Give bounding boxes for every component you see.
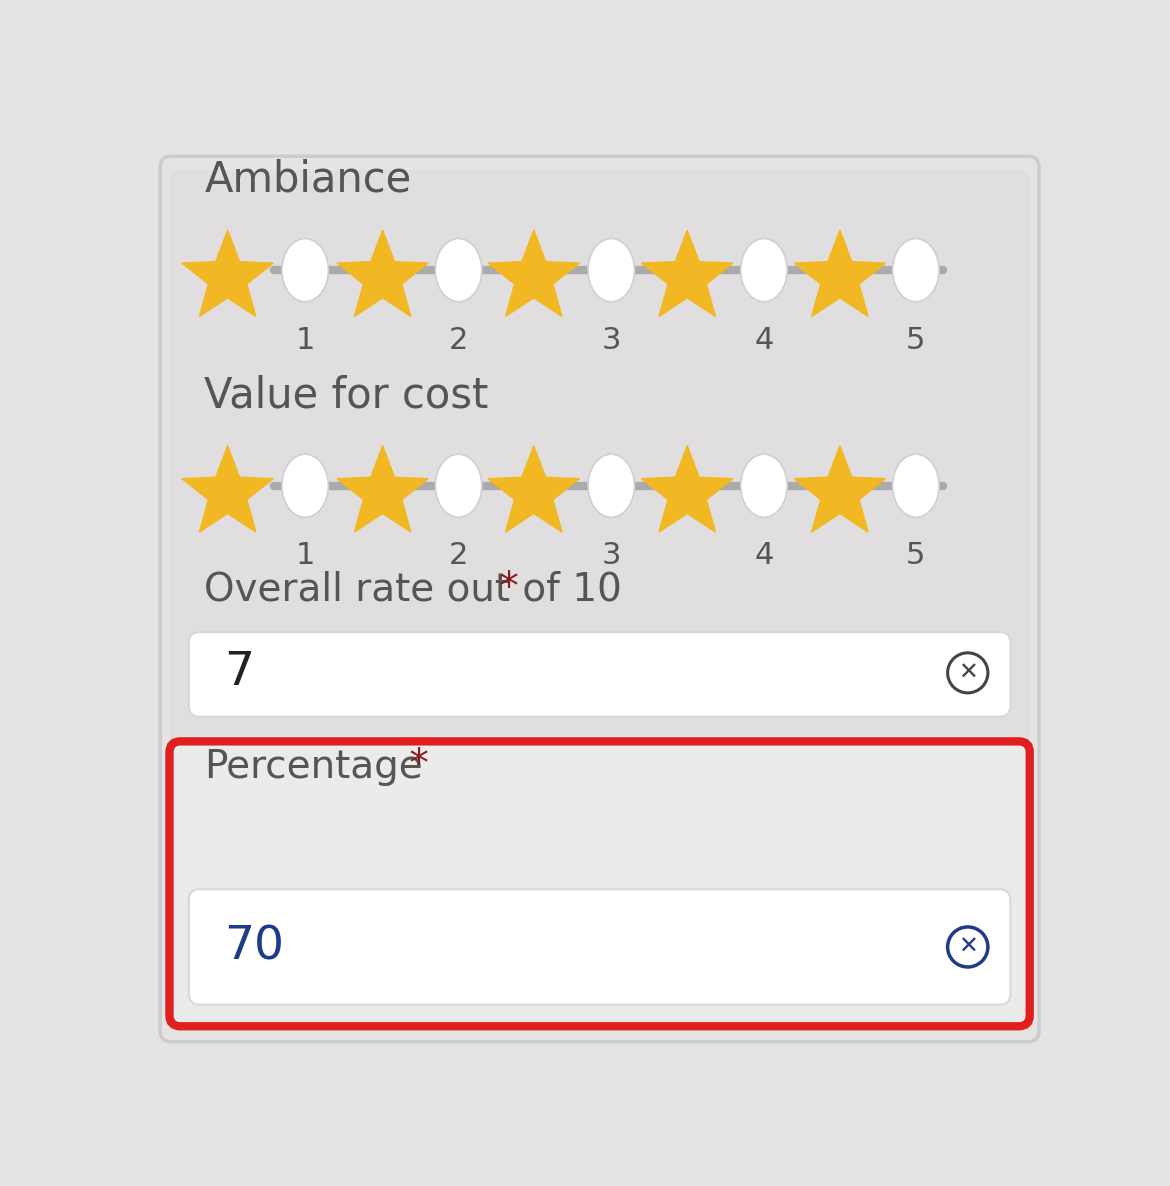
Ellipse shape — [741, 454, 787, 517]
Text: *: * — [487, 569, 519, 607]
Text: 1: 1 — [296, 326, 315, 355]
Polygon shape — [641, 230, 732, 317]
Text: Ambiance: Ambiance — [205, 159, 412, 200]
Text: *: * — [397, 746, 428, 784]
Text: 3: 3 — [601, 541, 621, 570]
Text: 5: 5 — [906, 541, 925, 570]
Ellipse shape — [589, 454, 634, 517]
Ellipse shape — [741, 238, 787, 301]
Polygon shape — [488, 230, 579, 317]
FancyBboxPatch shape — [188, 632, 1011, 716]
Ellipse shape — [893, 454, 940, 517]
Text: 2: 2 — [449, 326, 468, 355]
Polygon shape — [488, 446, 579, 533]
Text: 70: 70 — [223, 924, 284, 969]
Text: Value for cost: Value for cost — [205, 375, 489, 416]
Text: 2: 2 — [449, 541, 468, 570]
Text: 7: 7 — [223, 650, 254, 695]
Polygon shape — [337, 446, 428, 533]
Polygon shape — [337, 230, 428, 317]
Ellipse shape — [893, 238, 940, 301]
FancyBboxPatch shape — [160, 157, 1039, 1041]
Polygon shape — [181, 446, 274, 533]
Ellipse shape — [435, 454, 482, 517]
Polygon shape — [794, 230, 886, 317]
Polygon shape — [794, 446, 886, 533]
Text: 3: 3 — [601, 326, 621, 355]
Text: Percentage: Percentage — [205, 748, 424, 786]
Text: 4: 4 — [755, 541, 773, 570]
Ellipse shape — [589, 238, 634, 301]
Ellipse shape — [282, 238, 329, 301]
Ellipse shape — [435, 238, 482, 301]
Circle shape — [948, 652, 987, 693]
FancyBboxPatch shape — [188, 890, 1011, 1005]
FancyBboxPatch shape — [170, 741, 1030, 1026]
Text: ✕: ✕ — [958, 661, 978, 684]
Polygon shape — [641, 446, 732, 533]
Polygon shape — [181, 230, 274, 317]
Circle shape — [948, 927, 987, 967]
FancyBboxPatch shape — [170, 170, 1030, 786]
Text: Overall rate out of 10: Overall rate out of 10 — [205, 570, 622, 608]
Ellipse shape — [282, 454, 329, 517]
Text: 5: 5 — [906, 326, 925, 355]
Text: ✕: ✕ — [958, 935, 978, 959]
Text: 1: 1 — [296, 541, 315, 570]
Text: 4: 4 — [755, 326, 773, 355]
